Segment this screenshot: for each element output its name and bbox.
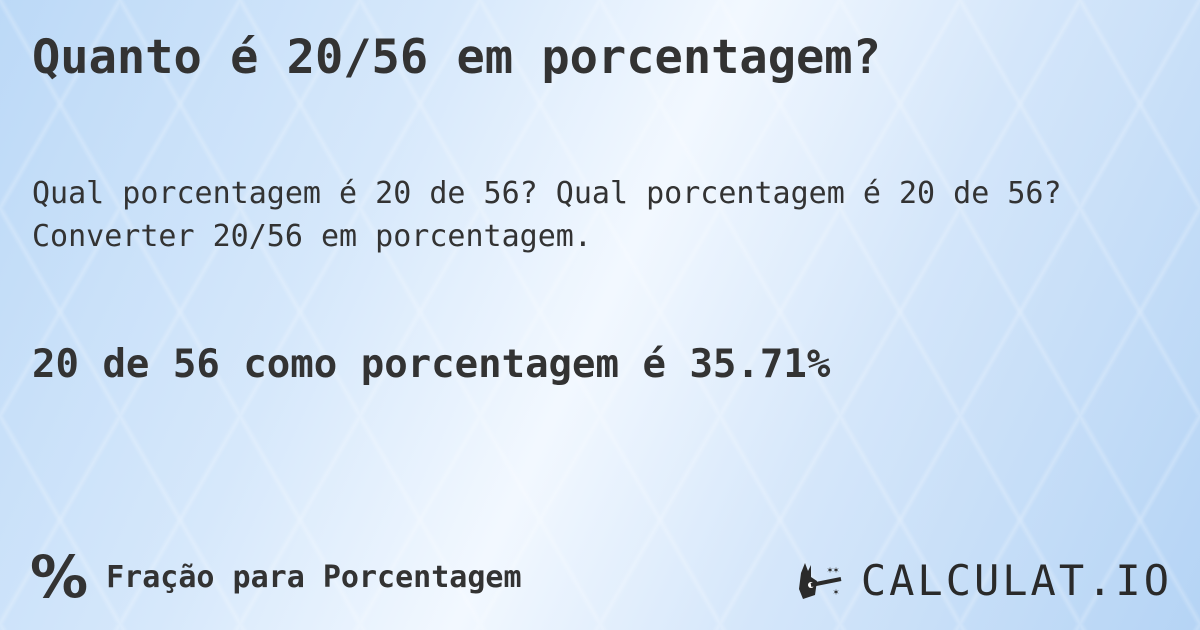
percent-icon: %: [30, 543, 89, 611]
magic-hand-wand-icon: ✶✶ ✶: [798, 562, 842, 599]
category-label: Fração para Porcentagem: [106, 559, 522, 595]
page-title: Quanto é 20/56 em porcentagem?: [32, 30, 881, 85]
logo[interactable]: ✶✶ ✶ CALCULAT.IO: [797, 556, 1172, 605]
result-text: 20 de 56 como porcentagem é 35.71%: [32, 342, 831, 387]
description: Qual porcentagem é 20 de 56? Qual porcen…: [32, 176, 1062, 254]
footer-category[interactable]: % Fração para Porcentagem: [30, 548, 522, 606]
svg-text:✶: ✶: [833, 587, 839, 598]
logo-text: CALCULAT.IO: [860, 556, 1172, 605]
svg-text:✶✶: ✶✶: [827, 565, 839, 576]
